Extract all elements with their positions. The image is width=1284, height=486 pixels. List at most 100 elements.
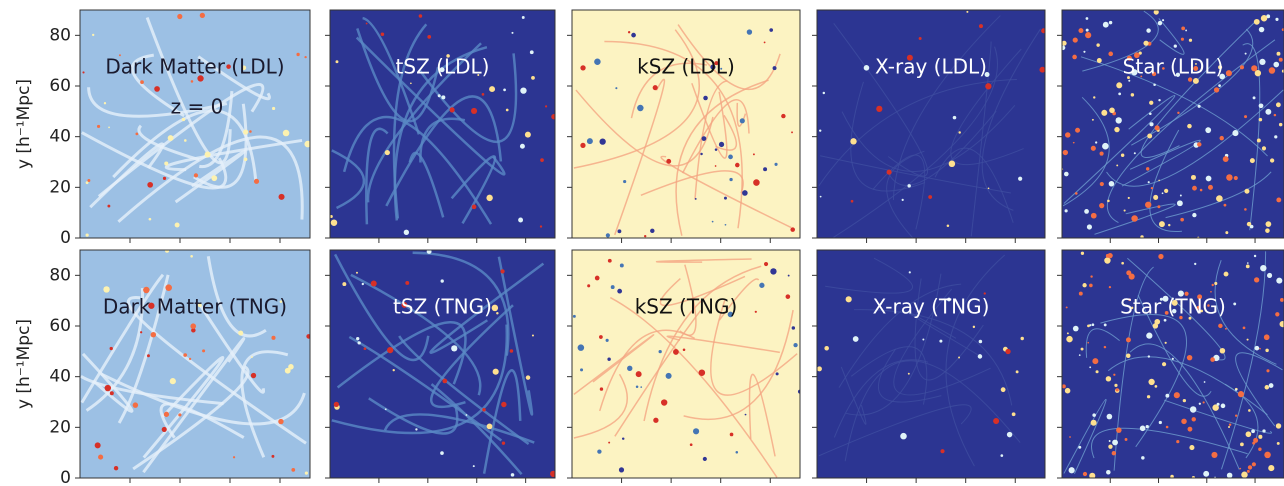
blob [1244,115,1247,118]
blob [703,457,707,461]
y-tick-label: 40 [49,367,71,387]
blob [1212,284,1214,286]
blob [1086,17,1089,20]
blob [108,126,110,128]
blob [279,194,285,200]
blob [149,218,152,221]
blob [1146,167,1149,170]
blob [140,80,144,84]
blob [1112,451,1116,455]
blob [1118,93,1121,96]
blob [1166,426,1169,429]
blob [740,118,745,123]
blob [526,375,531,380]
blob [105,385,111,391]
blob [1165,342,1167,344]
blob [1109,286,1111,288]
blob [364,347,367,350]
blob [900,433,907,440]
blob [1102,143,1109,150]
blob [366,23,368,25]
blob [1208,185,1213,190]
blob [1095,141,1097,143]
blob [683,348,686,351]
blob [1089,284,1093,288]
blob [233,456,235,458]
blob [1106,470,1111,475]
blob [1275,312,1279,316]
blob [487,424,493,430]
blob [1145,202,1151,208]
blob [522,16,525,19]
blob [1078,28,1083,33]
blob [1092,358,1098,364]
blob [1109,181,1114,186]
blob [1274,135,1277,138]
blob [530,50,534,54]
blob [1146,333,1152,339]
blob [1079,354,1081,356]
blob [1276,102,1281,107]
blob [1143,41,1148,46]
blob [1082,283,1086,287]
blob [170,378,176,384]
blob [1273,62,1279,68]
panel [572,250,802,478]
blob [1091,213,1097,219]
blob [791,131,793,133]
blob [1246,431,1252,437]
blob [599,335,603,339]
blob [1262,429,1265,432]
blob [1198,105,1201,108]
blob [1061,46,1066,51]
blob [1203,401,1205,403]
blob [1265,385,1270,390]
blob [1259,59,1265,65]
blob [988,187,990,189]
blob [949,161,956,168]
blob [1259,27,1264,32]
blob [908,373,910,375]
blob [790,227,795,232]
blob [1164,189,1168,193]
panel [80,10,311,238]
blob [1194,263,1196,265]
blob [1225,231,1228,234]
blob [1075,128,1080,133]
blob [1265,349,1268,352]
panel [1061,10,1284,239]
blob [887,170,892,175]
blob [1097,58,1102,63]
blob [573,315,576,318]
blob [607,357,610,360]
blob [1218,84,1221,87]
y-axis-label: y [h⁻¹Mpc] [14,319,34,409]
blob [1012,412,1016,416]
blob [606,233,610,237]
blob [1083,51,1085,53]
blob [793,343,797,347]
blob [876,106,882,112]
blob [190,255,193,258]
blob [1259,348,1261,350]
blob [1107,253,1112,258]
blob [1075,192,1078,195]
blob [699,369,706,376]
blob [1099,203,1104,208]
blob [1158,180,1160,182]
blob [693,428,699,434]
blob [1257,138,1261,142]
blob [909,271,911,273]
blob [305,472,308,475]
panel-background [80,10,310,238]
blob [947,225,950,228]
blob [1225,328,1227,330]
blob [1151,187,1153,189]
blob [200,13,205,18]
blob [92,34,94,36]
blob [615,87,617,89]
blob [764,262,768,266]
blob [440,451,444,455]
blob [745,414,747,416]
blob [502,441,505,444]
